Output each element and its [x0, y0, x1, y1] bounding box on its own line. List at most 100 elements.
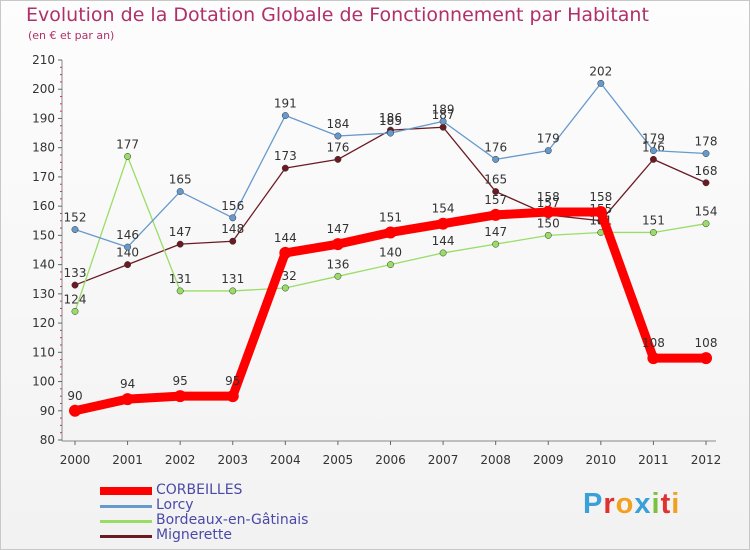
- legend-swatch-bordeaux: [100, 520, 152, 523]
- data-label-mignerette: 187: [432, 108, 455, 122]
- legend-label-lorcy: Lorcy: [156, 497, 194, 513]
- data-point-bordeaux-en-gatinais: [334, 272, 342, 280]
- data-label-mignerette: 165: [484, 173, 507, 187]
- data-label-lorcy: 156: [221, 199, 244, 213]
- data-label-bordeaux-en-gatinais: 131: [221, 272, 244, 286]
- x-tick-label: 2001: [112, 453, 143, 467]
- data-point-corbeilles: [700, 352, 712, 365]
- data-point-mignerette: [334, 155, 342, 163]
- y-tick-label: 110: [32, 345, 55, 359]
- legend-label-bordeaux: Bordeaux-en-Gâtinais: [156, 512, 309, 528]
- legend-swatch-corbeilles: [100, 487, 152, 495]
- data-point-bordeaux-en-gatinais: [544, 231, 552, 239]
- chart-subtitle: (en € et par an): [28, 29, 115, 42]
- data-label-corbeilles: 144: [274, 231, 297, 245]
- data-label-bordeaux-en-gatinais: 136: [326, 257, 349, 271]
- data-point-corbeilles: [489, 208, 502, 221]
- legend-label-mignerette: Mignerette: [156, 527, 232, 543]
- data-point-lorcy: [71, 226, 79, 233]
- y-tick-label: 130: [32, 287, 55, 301]
- data-point-corbeilles: [542, 206, 555, 218]
- chart-title: Evolution de la Dotation Globale de Fonc…: [26, 4, 649, 26]
- data-label-lorcy: 179: [537, 132, 560, 146]
- logo-letter: i: [651, 488, 661, 520]
- data-label-corbeilles: 108: [642, 336, 665, 350]
- x-tick-label: 2011: [638, 453, 669, 467]
- legend-swatch-mignerette: [100, 535, 152, 538]
- data-point-lorcy: [439, 117, 447, 125]
- x-tick-label: 2000: [60, 453, 91, 467]
- data-point-mignerette: [71, 281, 79, 289]
- data-label-corbeilles: 95: [225, 374, 240, 388]
- y-tick-label: 190: [32, 111, 55, 125]
- data-point-bordeaux-en-gatinais: [176, 287, 184, 295]
- data-point-bordeaux-en-gatinais: [229, 287, 237, 295]
- x-tick-label: 2004: [270, 453, 301, 467]
- logo-letter: t: [660, 488, 672, 520]
- data-label-mignerette: 140: [116, 246, 139, 260]
- data-label-bordeaux-en-gatinais: 140: [379, 246, 402, 260]
- y-tick-label: 210: [32, 53, 55, 67]
- x-tick-label: 2009: [533, 453, 564, 467]
- data-label-bordeaux-en-gatinais: 144: [432, 234, 455, 248]
- data-label-bordeaux-en-gatinais: 177: [116, 137, 139, 151]
- data-label-lorcy: 191: [274, 97, 297, 111]
- y-tick-label: 80: [40, 433, 55, 447]
- legend-swatch-lorcy: [100, 505, 152, 508]
- y-tick-label: 200: [32, 82, 55, 96]
- data-label-corbeilles: 95: [173, 374, 188, 388]
- y-tick-label: 170: [32, 170, 55, 184]
- y-tick-label: 180: [32, 141, 55, 155]
- data-point-corbeilles: [594, 206, 607, 218]
- data-label-lorcy: 146: [116, 228, 139, 242]
- y-tick-label: 150: [32, 228, 55, 242]
- data-point-lorcy: [492, 155, 500, 163]
- data-label-lorcy: 178: [695, 135, 718, 149]
- data-label-lorcy: 185: [379, 114, 402, 128]
- y-tick-label: 90: [40, 404, 55, 418]
- data-label-corbeilles: 158: [537, 190, 560, 204]
- data-label-bordeaux-en-gatinais: 151: [642, 213, 665, 227]
- data-point-lorcy: [176, 188, 184, 195]
- legend-label-corbeilles: CORBEILLES: [156, 482, 243, 498]
- data-label-lorcy: 165: [169, 173, 192, 187]
- data-point-lorcy: [229, 214, 237, 222]
- data-label-mignerette: 157: [537, 196, 560, 210]
- data-point-mignerette: [702, 179, 710, 187]
- x-tick-label: 2010: [586, 453, 617, 467]
- data-label-corbeilles: 151: [379, 210, 402, 224]
- data-label-lorcy: 179: [642, 132, 665, 146]
- data-label-corbeilles: 158: [589, 190, 612, 204]
- data-point-corbeilles: [69, 404, 81, 417]
- data-label-lorcy: 152: [64, 211, 87, 225]
- x-tick-label: 2008: [480, 453, 511, 467]
- y-tick-label: 100: [32, 375, 55, 389]
- series-line-corbeilles: [70, 207, 711, 416]
- x-tick-label: 2003: [217, 453, 248, 467]
- data-label-lorcy: 202: [589, 64, 612, 78]
- data-point-mignerette: [124, 261, 132, 269]
- y-tick-label: 140: [32, 258, 55, 272]
- data-label-mignerette: 173: [274, 149, 297, 163]
- data-point-mignerette: [649, 155, 657, 163]
- data-point-mignerette: [492, 188, 500, 195]
- data-label-mignerette: 148: [221, 222, 244, 236]
- data-point-mignerette: [229, 237, 237, 245]
- logo-letter: i: [671, 488, 681, 520]
- data-point-lorcy: [281, 112, 289, 119]
- data-point-mignerette: [281, 164, 289, 172]
- data-point-corbeilles: [279, 246, 292, 259]
- data-point-lorcy: [649, 147, 657, 155]
- data-label-corbeilles: 108: [695, 336, 718, 350]
- data-label-bordeaux-en-gatinais: 147: [484, 225, 507, 239]
- data-point-lorcy: [544, 147, 552, 155]
- data-label-corbeilles: 157: [484, 193, 507, 207]
- logo-letter: r: [603, 488, 616, 520]
- data-label-mignerette: 133: [64, 266, 87, 280]
- y-tick-label: 160: [32, 199, 55, 213]
- data-label-lorcy: 189: [432, 102, 455, 116]
- data-point-corbeilles: [647, 352, 660, 365]
- logo-letter: P: [583, 488, 604, 520]
- data-point-bordeaux-en-gatinais: [281, 284, 289, 292]
